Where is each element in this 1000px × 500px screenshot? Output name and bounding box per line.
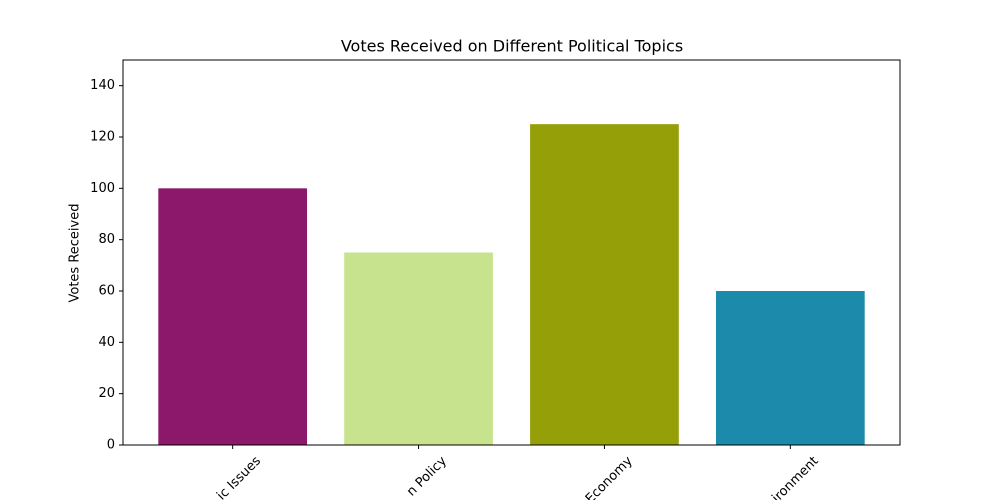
bar — [158, 188, 308, 446]
bar — [530, 124, 679, 446]
y-tick-label: 40 — [98, 335, 115, 350]
plot-frame — [122, 59, 901, 446]
y-tick-label: 0 — [107, 438, 115, 453]
y-axis-label: Votes Received — [68, 204, 83, 303]
y-tick-label: 20 — [98, 386, 115, 401]
y-tick-label: 80 — [98, 232, 115, 247]
y-tick-label: 60 — [98, 284, 115, 299]
bar — [715, 291, 865, 445]
y-tick-label: 120 — [90, 130, 115, 145]
chart-title: Votes Received on Different Political To… — [341, 37, 683, 56]
y-tick-label: 140 — [90, 78, 115, 93]
bar — [344, 252, 493, 445]
y-tick-label: 100 — [90, 181, 115, 196]
